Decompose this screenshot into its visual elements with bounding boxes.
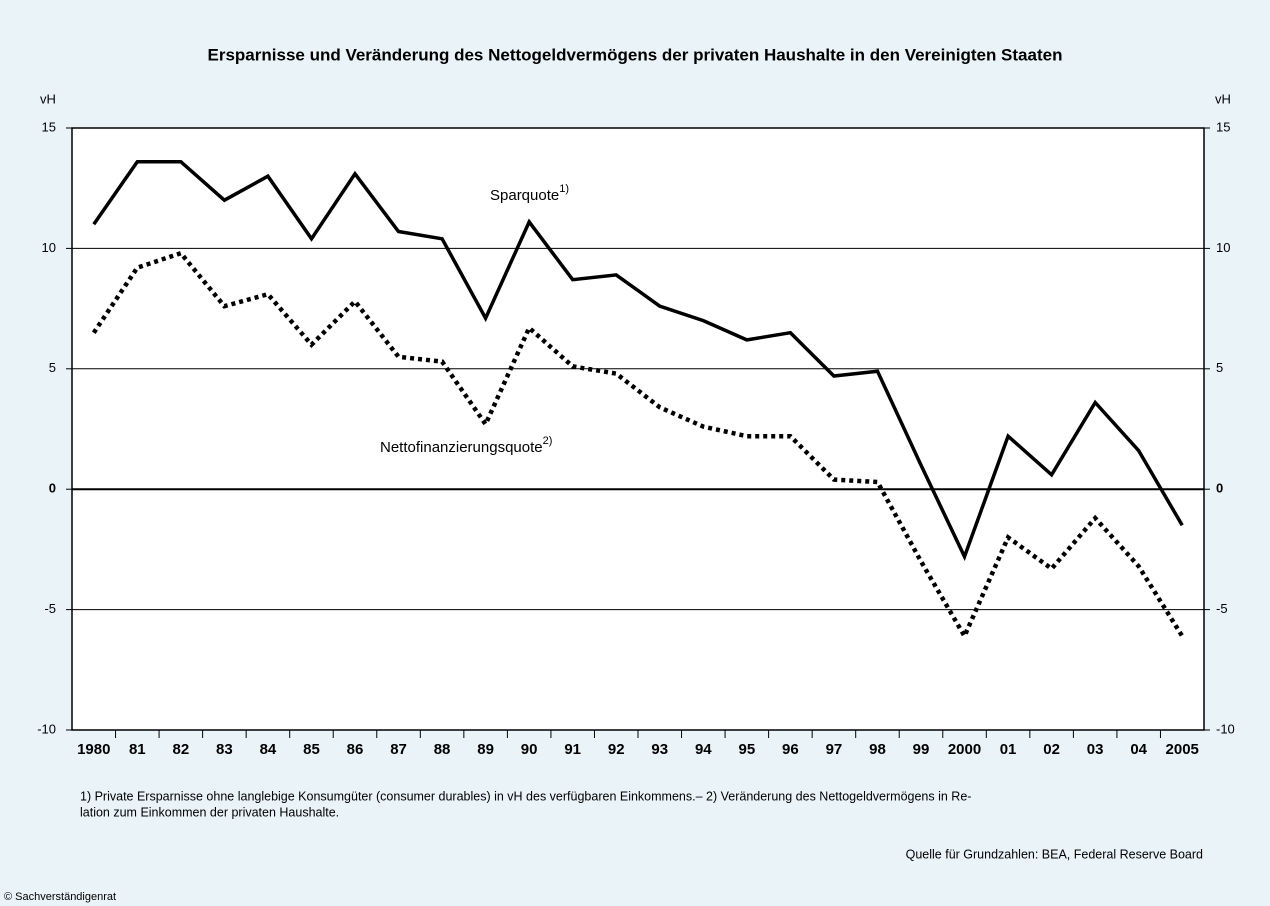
chart-title: Ersparnisse und Veränderung des Nettogel… bbox=[208, 45, 1063, 64]
y2-tick-label: -10 bbox=[1216, 721, 1235, 736]
source: Quelle für Grundzahlen: BEA, Federal Res… bbox=[906, 847, 1203, 861]
y2-tick-label: 0 bbox=[1216, 481, 1223, 496]
x-tick-label: 90 bbox=[521, 741, 538, 758]
x-tick-label: 85 bbox=[303, 741, 320, 758]
x-tick-label: 93 bbox=[651, 741, 668, 758]
x-tick-label: 94 bbox=[695, 741, 712, 758]
x-tick-label: 2005 bbox=[1166, 741, 1199, 758]
x-tick-label: 81 bbox=[129, 741, 146, 758]
y-axis-label: vH bbox=[40, 91, 56, 106]
x-tick-label: 04 bbox=[1130, 741, 1147, 758]
x-tick-label: 87 bbox=[390, 741, 407, 758]
x-tick-label: 03 bbox=[1087, 741, 1104, 758]
y-tick-label: -10 bbox=[37, 721, 56, 736]
y-tick-label: 5 bbox=[49, 360, 56, 375]
plot-area bbox=[71, 127, 1205, 731]
x-tick-label: 82 bbox=[173, 741, 190, 758]
footnote: lation zum Einkommen der privaten Hausha… bbox=[80, 805, 339, 819]
y-tick-label: 0 bbox=[49, 481, 56, 496]
x-tick-label: 01 bbox=[1000, 741, 1017, 758]
x-tick-label: 95 bbox=[739, 741, 756, 758]
x-tick-label: 2000 bbox=[948, 741, 981, 758]
line-series bbox=[92, 159, 1184, 562]
x-tick-label: 83 bbox=[216, 741, 233, 758]
series-note: 2) bbox=[543, 435, 553, 447]
x-tick-label: 02 bbox=[1043, 741, 1060, 758]
y2-tick-label: 10 bbox=[1216, 240, 1230, 255]
y2-axis-label: vH bbox=[1215, 91, 1231, 106]
x-tick-label: 86 bbox=[347, 741, 364, 758]
x-tick-label: 88 bbox=[434, 741, 451, 758]
x-tick-label: 1980 bbox=[77, 741, 110, 758]
x-tick-label: 89 bbox=[477, 741, 494, 758]
series-name: Nettofinanzierungsquote bbox=[380, 439, 543, 456]
x-tick-label: 99 bbox=[913, 741, 930, 758]
x-tick-label: 98 bbox=[869, 741, 886, 758]
series-label: Nettofinanzierungsquote2) bbox=[380, 435, 552, 456]
footnote: 1) Private Ersparnisse ohne langlebige K… bbox=[80, 789, 971, 803]
series-note: 1) bbox=[559, 183, 569, 195]
y-tick-label: -5 bbox=[44, 601, 56, 616]
x-tick-label: 92 bbox=[608, 741, 625, 758]
x-tick-label: 97 bbox=[826, 741, 843, 758]
y2-tick-label: -5 bbox=[1216, 601, 1228, 616]
x-tick-label: 91 bbox=[564, 741, 581, 758]
y-tick-label: 15 bbox=[42, 119, 56, 134]
line-series bbox=[91, 250, 1185, 642]
copyright: © Sachverständigenrat bbox=[4, 891, 116, 903]
y-tick-label: 10 bbox=[42, 240, 56, 255]
x-tick-label: 84 bbox=[260, 741, 277, 758]
y2-tick-label: 5 bbox=[1216, 360, 1223, 375]
x-tick-label: 96 bbox=[782, 741, 799, 758]
y2-tick-label: 15 bbox=[1216, 119, 1230, 134]
series-name: Sparquote bbox=[490, 187, 559, 204]
series-label: Sparquote1) bbox=[490, 183, 569, 204]
